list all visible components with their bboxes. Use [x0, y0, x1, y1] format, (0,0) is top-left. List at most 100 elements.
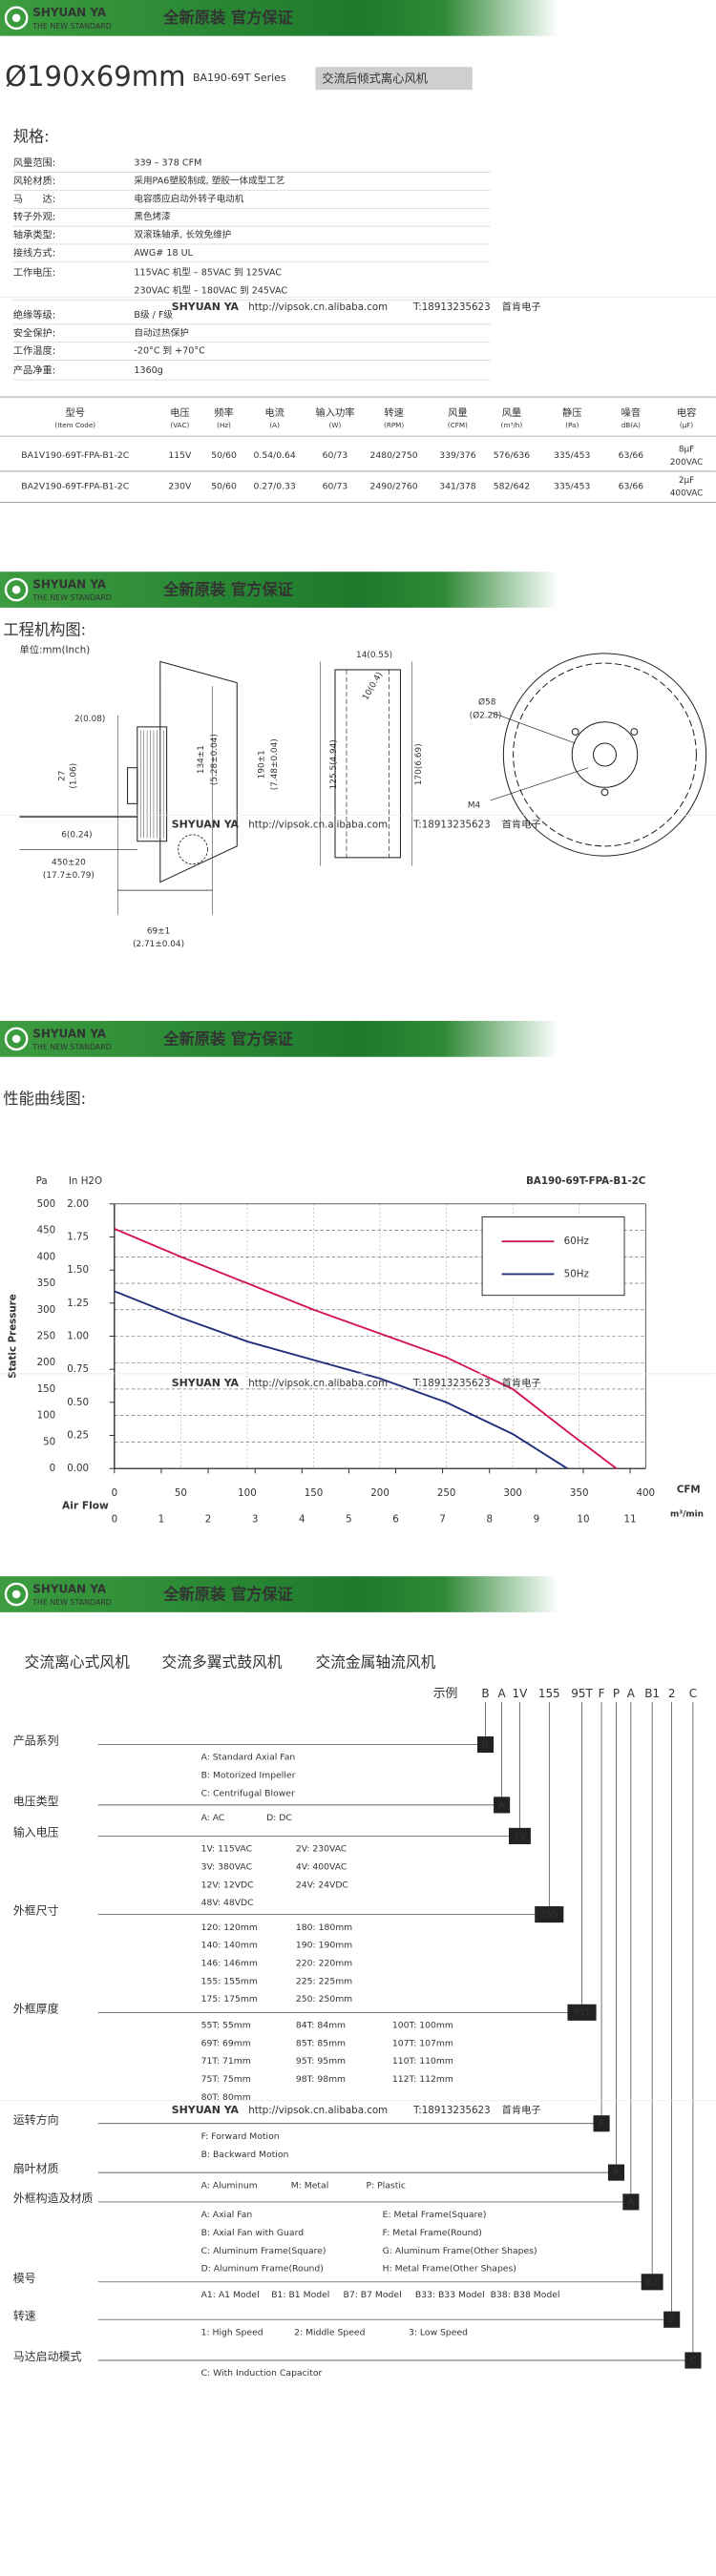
dimension-label: 450±20: [52, 858, 86, 867]
section-label: 运转方向: [13, 2112, 59, 2127]
code-box-label: F: [599, 2119, 604, 2129]
title-desc: 交流后倾式离心风机: [322, 72, 428, 86]
code-box-label: 95T: [573, 2007, 590, 2018]
banner-tagline: 全新原装 官方保证: [162, 1585, 293, 1603]
profile-view: [334, 669, 401, 859]
title-series: BA190-69T Series: [193, 72, 286, 84]
y-tick-label: 150: [37, 1383, 56, 1395]
table-cell: BA2V190-69T-FPA-B1-2C: [21, 482, 129, 492]
x-tick-label: 400: [636, 1487, 655, 1499]
y2-tick-label: 1.75: [67, 1231, 89, 1242]
y2-axis-unit: In H2O: [69, 1175, 102, 1187]
x2-tick-label: 3: [252, 1513, 259, 1525]
section-option: 95T: 95mm: [296, 2056, 346, 2067]
watermark-phone: T:18913235623: [412, 301, 490, 313]
x2-tick-label: 4: [299, 1513, 305, 1525]
section-option: 155: 155mm: [201, 1976, 258, 1986]
table-header-unit: (CFM): [448, 421, 468, 429]
watermark-phone: T:18913235623: [412, 2105, 490, 2116]
section-option: 107T: 107mm: [392, 2038, 453, 2048]
table-cell: 50/60: [211, 482, 237, 492]
y-tick-label: 300: [37, 1304, 56, 1316]
banner-slogan: THE NEW STANDARD: [32, 1598, 112, 1607]
code-box-label: C: [690, 2356, 697, 2366]
x2-tick-label: 11: [624, 1513, 637, 1525]
table-cell: 335/453: [554, 482, 590, 492]
table-header: 型号: [65, 406, 85, 419]
x-tick-label: 100: [238, 1487, 257, 1499]
code-box: [567, 2004, 597, 2021]
section-option: A: Axial Fan: [201, 2210, 253, 2220]
section-option: M: Metal: [291, 2180, 329, 2191]
spec-label: 马 达:: [13, 194, 56, 205]
x-axis-unit: CFM: [677, 1484, 701, 1495]
y2-tick-label: 0.50: [67, 1397, 89, 1408]
banner-slogan: THE NEW STANDARD: [32, 1043, 112, 1051]
banner-slogan: THE NEW STANDARD: [32, 593, 112, 602]
section-option: A: Aluminum: [201, 2180, 258, 2191]
code-letter: P: [613, 1687, 620, 1700]
code-box-label: B: [482, 1740, 489, 1751]
spec-label: 轴承类型:: [13, 229, 56, 241]
y-tick-label: 0: [50, 1463, 56, 1474]
mount-hole: [630, 728, 639, 736]
table-cell: 576/636: [494, 450, 530, 461]
banner-logo: [4, 1027, 29, 1051]
x-tick-label: 0: [112, 1487, 118, 1499]
table-header-unit: (A): [269, 421, 280, 429]
section-option: A: AC: [201, 1813, 225, 1823]
section-label: 电压类型: [13, 1795, 59, 1808]
spec-label: 风轮材质:: [13, 175, 56, 187]
section-option: 146: 146mm: [201, 1958, 258, 1968]
spec-value: AWG# 18 UL: [134, 248, 193, 259]
spec-value: 电容感应启动外转子电动机: [134, 193, 243, 204]
x-axis-title: Air Flow: [62, 1500, 109, 1512]
spec-label: 产品净重:: [13, 364, 56, 377]
table-cell: 335/453: [554, 450, 590, 461]
watermark-company: 首肯电子: [502, 1377, 541, 1389]
section-option: 75T: 75mm: [201, 2074, 251, 2085]
series-line: [114, 1228, 618, 1469]
spec-value: 339 – 378 CFM: [134, 158, 201, 169]
y2-tick-label: 1.25: [67, 1298, 89, 1309]
chart-heading: 性能曲线图:: [3, 1090, 86, 1108]
table-cell: 400VAC: [670, 489, 704, 499]
spec-label: 工作电压:: [13, 266, 56, 279]
banner-tagline: 全新原装 官方保证: [162, 1029, 293, 1048]
table-header-unit: (m³/h): [501, 421, 523, 429]
table-cell: 200VAC: [670, 458, 704, 467]
y2-tick-label: 1.50: [67, 1264, 89, 1276]
section-option: B33: B33 Model: [415, 2290, 485, 2300]
section-option: D: Aluminum Frame(Round): [201, 2264, 324, 2275]
spec-value: -20°C 到 +70°C: [134, 345, 205, 357]
mount-hole: [571, 728, 579, 736]
code-letter: 2: [668, 1687, 676, 1700]
banner-logo-dot: [11, 1034, 21, 1044]
watermark-url: http://vipsok.cn.alibaba.com: [248, 1378, 388, 1389]
code-letter: B1: [644, 1687, 660, 1700]
code-letter: 1V: [513, 1687, 529, 1700]
y2-tick-label: 0.25: [67, 1430, 89, 1442]
section-option: G: Aluminum Frame(Other Shapes): [383, 2246, 537, 2256]
watermark-company: 首肯电子: [502, 819, 541, 831]
section-option: 48V: 48VDC: [201, 1898, 254, 1908]
banner-logo-dot: [11, 1589, 21, 1599]
table-cell: BA1V190-69T-FPA-B1-2C: [21, 450, 129, 461]
y-axis-unit: Pa: [36, 1175, 48, 1187]
x-tick-label: 50: [175, 1487, 187, 1499]
spec-label: 接线方式:: [13, 246, 56, 259]
table-header-unit: (VAC): [170, 421, 189, 429]
title-desc-bg: [315, 67, 473, 91]
code-box-label: A: [628, 2197, 635, 2208]
chart-title: BA190-69T-FPA-B1-2C: [526, 1175, 645, 1187]
x2-axis-unit: m³/min: [670, 1510, 704, 1520]
y-tick-label: 250: [37, 1331, 56, 1342]
code-letter: 155: [538, 1687, 560, 1700]
example-label: 示例: [433, 1687, 458, 1701]
front-view-outer: [502, 653, 707, 857]
section-option: 100T: 100mm: [392, 2021, 453, 2031]
dimension-label: 6(0.24): [61, 830, 92, 840]
y-tick-label: 500: [37, 1198, 56, 1210]
table-header: 电容: [677, 406, 697, 419]
